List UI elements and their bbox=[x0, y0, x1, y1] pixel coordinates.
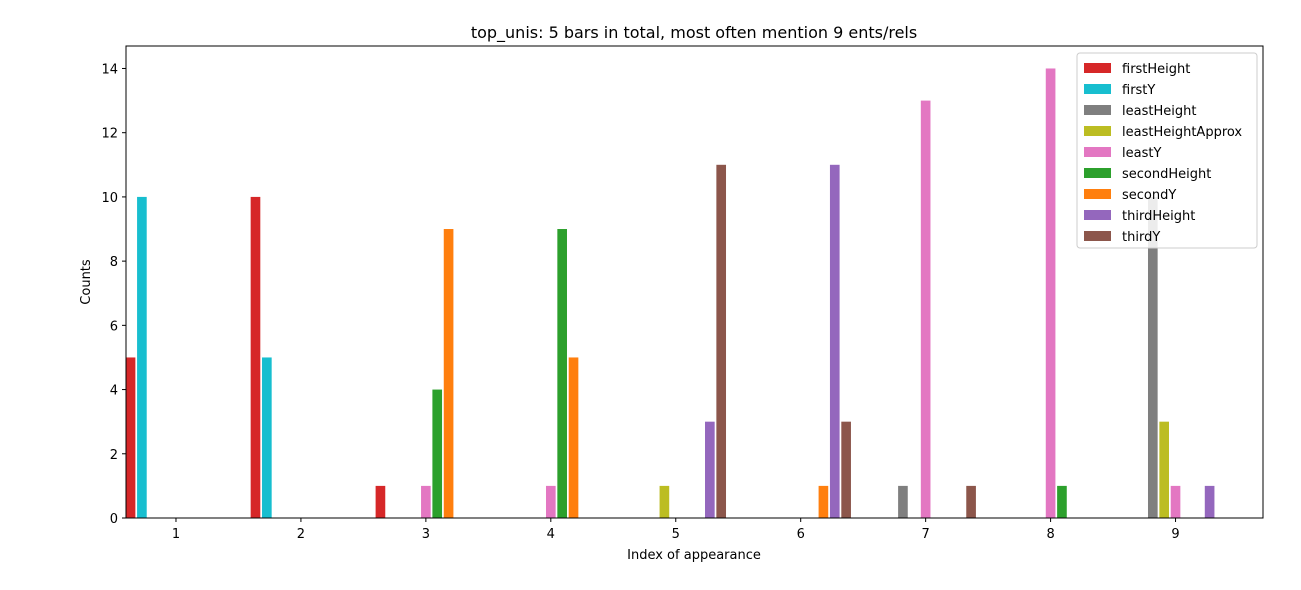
bar-leastY-9 bbox=[1170, 485, 1181, 518]
x-tick-label: 9 bbox=[1171, 527, 1179, 542]
bar-thirdHeight-5 bbox=[705, 421, 715, 518]
bar-secondY-3 bbox=[443, 229, 454, 518]
plot-frame bbox=[125, 45, 1264, 519]
bar-leastHeightApprox-5 bbox=[659, 485, 670, 518]
legend-swatch-firstHeight bbox=[1084, 63, 1111, 73]
bar-secondHeight-3 bbox=[432, 389, 443, 518]
x-tick-label: 7 bbox=[922, 527, 930, 542]
legend-label-firstHeight: firstHeight bbox=[1122, 62, 1190, 77]
legend-swatch-leastHeightApprox bbox=[1084, 126, 1111, 136]
y-tick-label: 2 bbox=[110, 448, 118, 463]
x-tick-label: 6 bbox=[797, 527, 805, 542]
bar-firstHeight-3 bbox=[375, 485, 386, 518]
bar-thirdHeight-9 bbox=[1204, 485, 1215, 518]
x-tick-label: 1 bbox=[172, 527, 180, 542]
chart-title: top_unis: 5 bars in total, most often me… bbox=[471, 23, 917, 43]
bar-leastHeight-7 bbox=[898, 485, 908, 518]
bar-firstHeight-1 bbox=[125, 357, 136, 518]
y-tick-label: 14 bbox=[101, 62, 118, 77]
bar-leastY-7 bbox=[920, 100, 931, 518]
bar-thirdY-7 bbox=[966, 485, 976, 518]
x-tick-label: 5 bbox=[672, 527, 680, 542]
legend-label-thirdHeight: thirdHeight bbox=[1122, 209, 1195, 224]
bar-secondHeight-4 bbox=[557, 229, 567, 518]
bar-secondY-4 bbox=[568, 357, 579, 518]
bar-leastY-3 bbox=[421, 485, 431, 518]
legend-swatch-firstY bbox=[1084, 84, 1111, 94]
legend-swatch-leastHeight bbox=[1084, 105, 1111, 115]
legend-label-secondY: secondY bbox=[1122, 188, 1176, 203]
x-axis-label: Index of appearance bbox=[627, 548, 761, 563]
bar-leastY-8 bbox=[1045, 68, 1056, 518]
x-tick-label: 4 bbox=[547, 527, 555, 542]
y-tick-label: 0 bbox=[110, 512, 118, 527]
bar-secondHeight-8 bbox=[1057, 485, 1067, 518]
legend-label-firstY: firstY bbox=[1122, 83, 1155, 98]
y-tick-label: 4 bbox=[110, 384, 118, 399]
x-tick-label: 3 bbox=[422, 527, 430, 542]
bar-thirdY-5 bbox=[716, 164, 727, 519]
bar-leastY-4 bbox=[545, 485, 556, 518]
y-tick-label: 6 bbox=[110, 319, 118, 334]
legend-swatch-leastY bbox=[1084, 147, 1111, 157]
legend-label-secondHeight: secondHeight bbox=[1122, 167, 1211, 182]
legend-label-leastY: leastY bbox=[1122, 146, 1161, 161]
legend-label-leastHeight: leastHeight bbox=[1122, 104, 1196, 119]
legend-box bbox=[1076, 52, 1258, 249]
bar-thirdHeight-6 bbox=[829, 164, 840, 519]
y-tick-label: 10 bbox=[101, 191, 118, 206]
x-tick-label: 8 bbox=[1046, 527, 1054, 542]
bar-secondY-6 bbox=[818, 485, 829, 518]
y-tick-label: 8 bbox=[110, 255, 118, 270]
legend-swatch-secondY bbox=[1084, 189, 1111, 199]
legend-swatch-thirdHeight bbox=[1084, 210, 1111, 220]
legend-swatch-secondHeight bbox=[1084, 168, 1111, 178]
legend: firstHeight firstY leastHeight leastHeightA… bbox=[1076, 52, 1258, 249]
bar-thirdY-6 bbox=[841, 421, 851, 518]
y-tick-label: 12 bbox=[101, 127, 118, 142]
bars-layer bbox=[125, 68, 1215, 519]
bar-firstY-2 bbox=[262, 357, 272, 518]
y-axis-label: Counts bbox=[79, 259, 94, 305]
bar-firstY-1 bbox=[137, 196, 147, 518]
legend-label-thirdY: thirdY bbox=[1122, 230, 1160, 245]
x-tick-label: 2 bbox=[297, 527, 305, 542]
bar-firstHeight-2 bbox=[250, 196, 261, 518]
legend-swatch-thirdY bbox=[1084, 231, 1111, 241]
legend-label-leastHeightApprox: leastHeightApprox bbox=[1122, 125, 1242, 140]
bar-leastHeightApprox-9 bbox=[1159, 421, 1169, 518]
bar-leastHeight-9 bbox=[1147, 196, 1158, 518]
